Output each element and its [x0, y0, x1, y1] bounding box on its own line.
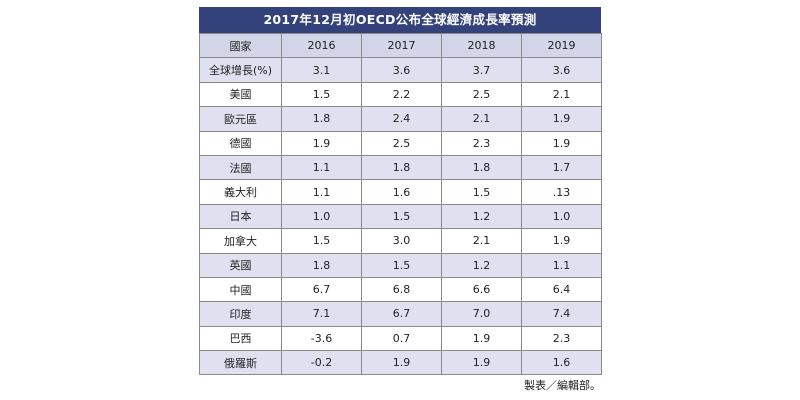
header-2018: 2018: [441, 32, 522, 59]
value-cell: .13: [521, 179, 602, 205]
value-cell: 1.9: [441, 350, 522, 376]
value-cell: 2.5: [361, 130, 442, 156]
table-row: 中國 6.7 6.8 6.6 6.4: [199, 276, 602, 303]
value-cell: 3.6: [521, 57, 602, 83]
value-cell: 6.6: [441, 276, 522, 303]
table-row: 加拿大 1.5 3.0 2.1 1.9: [199, 228, 602, 254]
country-cell: 歐元區: [199, 106, 282, 132]
value-cell: 2.3: [441, 130, 522, 156]
value-cell: 1.9: [361, 350, 442, 376]
value-cell: 1.2: [441, 252, 522, 278]
country-cell: 加拿大: [199, 228, 282, 254]
forecast-table-container: 2017年12月初OECD公布全球經濟成長率預測 國家 2016 2017 20…: [199, 7, 602, 392]
country-cell: 巴西: [199, 325, 282, 352]
value-cell: 1.8: [441, 154, 522, 181]
country-cell: 印度: [199, 301, 282, 327]
value-cell: 1.1: [281, 154, 362, 181]
value-cell: 1.5: [361, 203, 442, 230]
forecast-table: 國家 2016 2017 2018 2019 全球增長(%) 3.1 3.6 3.7 3…: [199, 32, 602, 376]
table-row: 歐元區 1.8 2.4 2.1 1.9: [199, 106, 602, 132]
header-country: 國家: [199, 32, 282, 59]
table-row: 印度 7.1 6.7 7.0 7.4: [199, 301, 602, 327]
header-2019: 2019: [521, 32, 602, 59]
header-2016: 2016: [281, 32, 362, 59]
country-cell: 日本: [199, 203, 282, 230]
value-cell: 1.6: [521, 350, 602, 376]
source-note: 製表／編輯部。: [524, 379, 601, 392]
value-cell: 6.7: [281, 276, 362, 303]
table-row: 美國 1.5 2.2 2.5 2.1: [199, 81, 602, 108]
value-cell: -3.6: [281, 325, 362, 352]
value-cell: 1.2: [441, 203, 522, 230]
table-row: 德國 1.9 2.5 2.3 1.9: [199, 130, 602, 156]
value-cell: 3.0: [361, 228, 442, 254]
table-row: 義大利 1.1 1.6 1.5.13: [199, 179, 602, 205]
value-cell: 3.1: [281, 57, 362, 83]
value-cell: 1.7: [521, 154, 602, 181]
value-cell: 3.6: [361, 57, 442, 83]
table-row: 俄羅斯 -0.2 1.9 1.9 1.6: [199, 350, 602, 376]
value-cell: 1.9: [521, 228, 602, 254]
value-cell: 1.9: [441, 325, 522, 352]
value-cell: 2.5: [441, 81, 522, 108]
value-cell: 2.2: [361, 81, 442, 108]
value-cell: 1.1: [281, 179, 362, 205]
header-row: 國家 2016 2017 2018 2019: [199, 32, 602, 59]
value-cell: 6.8: [361, 276, 442, 303]
value-cell: 2.3: [521, 325, 602, 352]
table-body: 全球增長(%) 3.1 3.6 3.7 3.6 美國 1.5 2.2 2.5 2.1 歐元區 1.8 2…: [199, 57, 602, 376]
value-cell: 1.1: [521, 252, 602, 278]
country-cell: 英國: [199, 252, 282, 278]
value-cell: 1.5: [441, 179, 522, 205]
country-cell: 中國: [199, 276, 282, 303]
value-cell: 1.5: [281, 81, 362, 108]
value-cell: 7.1: [281, 301, 362, 327]
table-title: 2017年12月初OECD公布全球經濟成長率預測: [199, 7, 601, 33]
value-cell: 1.9: [281, 130, 362, 156]
value-cell: 6.7: [361, 301, 442, 327]
value-cell: 1.5: [281, 228, 362, 254]
value-cell: 2.1: [521, 81, 602, 108]
table-row: 英國 1.8 1.5 1.2 1.1: [199, 252, 602, 278]
table-row: 全球增長(%) 3.1 3.6 3.7 3.6: [199, 57, 602, 83]
value-cell: 1.0: [521, 203, 602, 230]
country-cell: 美國: [199, 81, 282, 108]
value-cell: 1.8: [361, 154, 442, 181]
table-row: 巴西 -3.6 0.7 1.9 2.3: [199, 325, 602, 352]
table-row: 法國 1.1 1.8 1.8 1.7: [199, 154, 602, 181]
value-cell: 1.0: [281, 203, 362, 230]
value-cell: 7.4: [521, 301, 602, 327]
value-cell: 1.9: [521, 130, 602, 156]
value-cell: 1.5: [361, 252, 442, 278]
value-cell: 3.7: [441, 57, 522, 83]
value-cell: 1.8: [281, 252, 362, 278]
value-cell: 1.6: [361, 179, 442, 205]
country-cell: 德國: [199, 130, 282, 156]
table-row: 日本 1.0 1.5 1.2 1.0: [199, 203, 602, 230]
value-cell: 1.8: [281, 106, 362, 132]
value-cell: 2.1: [441, 106, 522, 132]
value-cell: 6.4: [521, 276, 602, 303]
value-cell: 1.9: [521, 106, 602, 132]
value-cell: -0.2: [281, 350, 362, 376]
country-cell: 法國: [199, 154, 282, 181]
value-cell: 7.0: [441, 301, 522, 327]
value-cell: 2.1: [441, 228, 522, 254]
country-cell: 全球增長(%): [199, 57, 282, 83]
header-2017: 2017: [361, 32, 442, 59]
value-cell: 2.4: [361, 106, 442, 132]
value-cell: 0.7: [361, 325, 442, 352]
country-cell: 義大利: [199, 179, 282, 205]
country-cell: 俄羅斯: [199, 350, 282, 376]
